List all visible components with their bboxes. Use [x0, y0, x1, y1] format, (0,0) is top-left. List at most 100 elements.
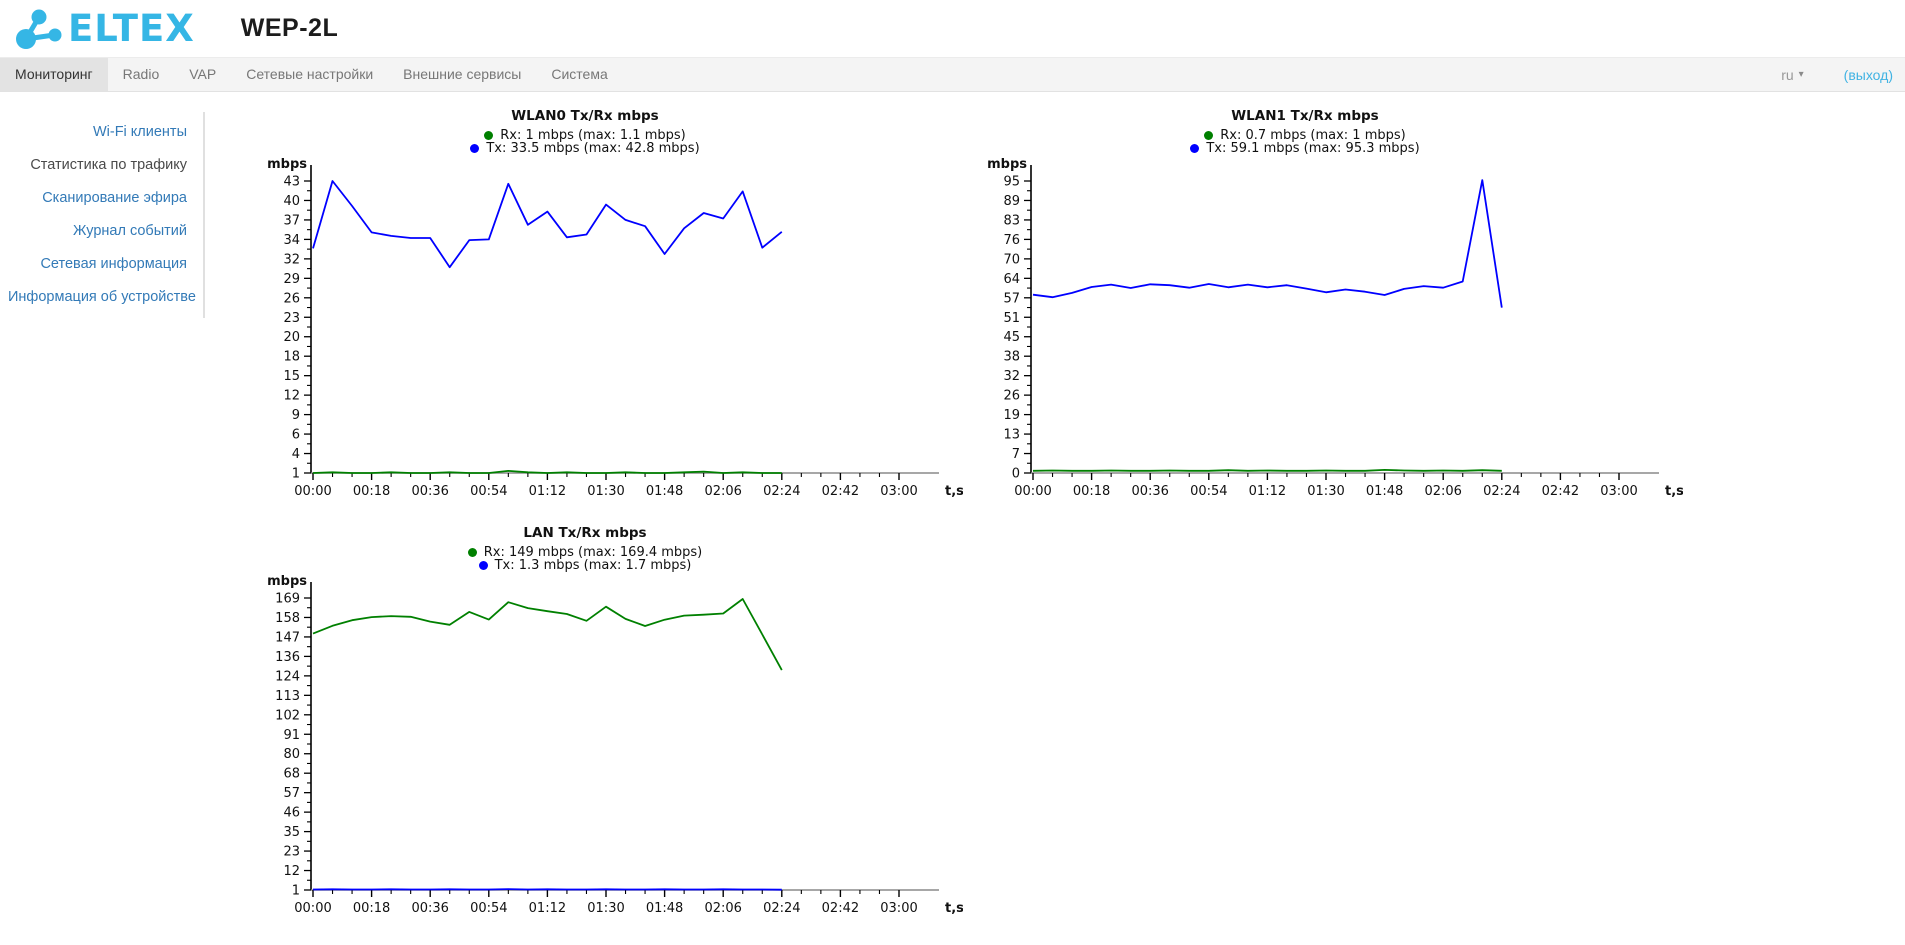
- svg-text:45: 45: [1003, 330, 1020, 345]
- svg-text:46: 46: [283, 806, 300, 821]
- legend-dot-tx-icon: [470, 144, 480, 153]
- legend-label: Rx: 0.7 mbps (max: 1 mbps): [1220, 128, 1406, 143]
- page-title: WEP-2L: [240, 14, 339, 42]
- svg-text:02:42: 02:42: [1542, 484, 1579, 499]
- svg-text:02:42: 02:42: [822, 901, 859, 916]
- svg-text:mbps: mbps: [267, 574, 307, 589]
- svg-text:00:18: 00:18: [1073, 484, 1110, 499]
- chart-wlan0: WLAN0 Tx/Rx mbps Rx: 1 mbps (max: 1.1 mbp…: [251, 92, 963, 503]
- sidebar-item-device-info[interactable]: Информация об устройстве: [8, 289, 196, 305]
- svg-text:76: 76: [1003, 233, 1020, 248]
- charts-area: WLAN0 Tx/Rx mbps Rx: 1 mbps (max: 1.1 mbp…: [205, 92, 1905, 936]
- main-nav: Мониторинг Radio VAP Сетевые настройки Внешн…: [0, 57, 1905, 92]
- nav-tabs: Мониторинг Radio VAP Сетевые настройки Внешн…: [0, 58, 623, 91]
- svg-text:124: 124: [275, 669, 300, 684]
- svg-text:00:18: 00:18: [353, 484, 390, 499]
- legend-label: Rx: 149 mbps (max: 169.4 mbps): [483, 545, 703, 560]
- legend-label: Rx: 1 mbps (max: 1.1 mbps): [500, 128, 686, 143]
- svg-text:00:00: 00:00: [294, 901, 331, 916]
- svg-text:00:00: 00:00: [1014, 484, 1051, 499]
- svg-text:89: 89: [1003, 194, 1020, 209]
- svg-text:6: 6: [292, 428, 300, 443]
- svg-text:12: 12: [283, 864, 300, 879]
- svg-text:02:06: 02:06: [704, 484, 741, 499]
- svg-text:01:12: 01:12: [529, 901, 566, 916]
- nav-tab-monitoring[interactable]: Мониторинг: [0, 58, 108, 91]
- nav-tab-system[interactable]: Система: [551, 66, 608, 82]
- chart-plot: 43 40 37 34 32 29 26 23 20 18 15 12 9 6 4 1 mbps 00:00 00:…: [267, 157, 963, 499]
- sidebar-item-air-scan[interactable]: Сканирование эфира: [42, 190, 187, 206]
- series-line-rx: [312, 469, 782, 474]
- legend-label: Tx: 59.1 mbps (max: 95.3 mbps): [1206, 141, 1420, 156]
- nav-tab-radio[interactable]: Radio: [122, 66, 160, 82]
- svg-text:01:30: 01:30: [587, 901, 624, 916]
- nav-tab-vap[interactable]: VAP: [189, 66, 217, 82]
- svg-text:40: 40: [283, 194, 300, 209]
- legend-entry-tx: Tx: 59.1 mbps (max: 95.3 mbps): [971, 142, 1639, 155]
- svg-text:26: 26: [1003, 389, 1020, 404]
- chart-legend: Rx: 0.7 mbps (max: 1 mbps) Tx: 59.1 mbps …: [971, 129, 1639, 155]
- svg-text:0: 0: [1012, 467, 1020, 482]
- language-dropdown[interactable]: ru ▾: [1781, 67, 1803, 83]
- svg-text:02:42: 02:42: [822, 484, 859, 499]
- svg-text:01:12: 01:12: [529, 484, 566, 499]
- svg-text:02:06: 02:06: [1424, 484, 1461, 499]
- brand-text: ELTEX: [68, 7, 195, 50]
- series-line-tx: [312, 888, 782, 891]
- svg-text:00:00: 00:00: [294, 484, 331, 499]
- svg-text:t,s: t,s: [1665, 484, 1683, 499]
- sidebar-item-traffic-stats[interactable]: Статистика по трафику: [30, 157, 187, 173]
- nav-tab-external-services[interactable]: Внешние сервисы: [403, 66, 522, 82]
- svg-text:00:36: 00:36: [411, 484, 448, 499]
- svg-text:26: 26: [283, 291, 300, 306]
- svg-text:1: 1: [292, 884, 300, 899]
- svg-text:34: 34: [283, 233, 300, 248]
- app-header: ELTEX WEP-2L: [0, 0, 1905, 57]
- svg-text:23: 23: [283, 845, 300, 860]
- svg-text:4: 4: [292, 447, 300, 462]
- content: Wi-Fi клиенты Статистика по трафику Сканир…: [0, 92, 1905, 936]
- svg-text:91: 91: [283, 728, 300, 743]
- svg-text:03:00: 03:00: [1600, 484, 1637, 499]
- series-line-rx: [312, 598, 783, 671]
- legend-entry-rx: Rx: 1 mbps (max: 1.1 mbps): [251, 129, 919, 142]
- legend-dot-rx-icon: [484, 131, 494, 140]
- legend-label: Tx: 33.5 mbps (max: 42.8 mbps): [486, 141, 700, 156]
- legend-entry-tx: Tx: 1.3 mbps (max: 1.7 mbps): [251, 559, 919, 572]
- chart-title: WLAN1 Tx/Rx mbps: [1231, 108, 1379, 124]
- chart-title: LAN Tx/Rx mbps: [523, 525, 647, 541]
- svg-text:80: 80: [283, 747, 300, 762]
- svg-text:57: 57: [283, 786, 300, 801]
- sidebar-item-event-log[interactable]: Журнал событий: [73, 223, 187, 239]
- nav-right: ru ▾ (выход): [1781, 58, 1905, 91]
- svg-text:00:36: 00:36: [411, 901, 448, 916]
- nav-tab-network-settings[interactable]: Сетевые настройки: [246, 66, 374, 82]
- svg-text:19: 19: [1003, 408, 1020, 423]
- svg-text:mbps: mbps: [267, 157, 307, 172]
- svg-text:102: 102: [275, 708, 300, 723]
- svg-text:68: 68: [283, 767, 300, 782]
- sidebar-item-network-info[interactable]: Сетевая информация: [40, 256, 187, 272]
- svg-text:43: 43: [283, 175, 300, 190]
- chart-legend: Rx: 149 mbps (max: 169.4 mbps) Tx: 1.3 mb…: [251, 546, 919, 572]
- language-value: ru: [1781, 66, 1794, 83]
- svg-text:18: 18: [283, 350, 300, 365]
- logout-link[interactable]: (выход): [1843, 66, 1893, 83]
- svg-text:1: 1: [292, 467, 300, 482]
- svg-text:147: 147: [275, 630, 300, 645]
- svg-text:136: 136: [275, 650, 300, 665]
- svg-text:01:48: 01:48: [646, 484, 683, 499]
- svg-text:00:54: 00:54: [470, 901, 507, 916]
- svg-text:01:48: 01:48: [1366, 484, 1403, 499]
- svg-text:37: 37: [283, 213, 300, 228]
- svg-text:01:30: 01:30: [1307, 484, 1344, 499]
- svg-text:32: 32: [1003, 369, 1020, 384]
- sidebar: Wi-Fi клиенты Статистика по трафику Сканир…: [0, 92, 205, 318]
- sidebar-item-wifi-clients[interactable]: Wi-Fi клиенты: [92, 124, 187, 140]
- legend-entry-tx: Tx: 33.5 mbps (max: 42.8 mbps): [251, 142, 919, 155]
- legend-entry-rx: Rx: 149 mbps (max: 169.4 mbps): [251, 546, 919, 559]
- svg-text:113: 113: [275, 689, 300, 704]
- legend-dot-tx-icon: [1190, 144, 1200, 153]
- svg-text:03:00: 03:00: [880, 484, 917, 499]
